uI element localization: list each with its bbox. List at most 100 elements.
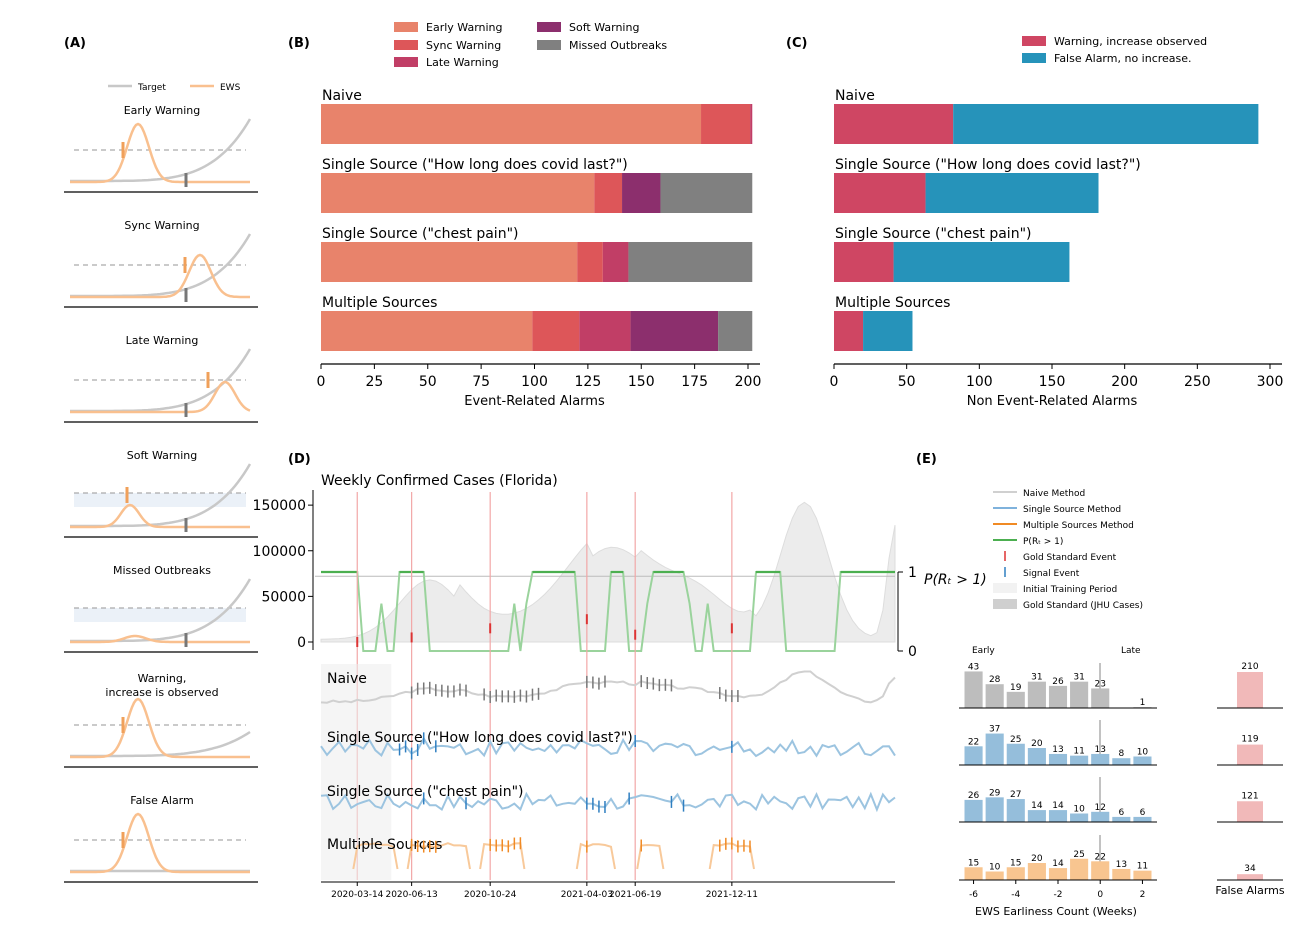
row-label: Multiple Sources (327, 837, 442, 853)
row-label: Single Source ("chest pain") (327, 784, 523, 800)
legend-swatch (537, 22, 561, 32)
bar-value-label: 10 (1137, 748, 1149, 758)
bar-segment (834, 104, 954, 144)
date-tick-label: 2020-10-24 (464, 890, 517, 900)
legend-label: Soft Warning (569, 21, 639, 34)
false-alarm-bar (1237, 801, 1263, 822)
bar-value-label: 11 (1073, 747, 1084, 757)
multi-source-segment (406, 842, 471, 870)
bar-value-label: 15 (1010, 858, 1021, 868)
category-label: Naive (322, 88, 362, 104)
false-alarms-label: False Alarms (1215, 884, 1284, 897)
earliness-bar (1070, 858, 1089, 880)
x-tick-label: -4 (1011, 890, 1020, 900)
bar-value-label: 19 (1010, 683, 1022, 693)
bar-value-label: 27 (1010, 790, 1021, 800)
bar-value-label: 20 (1031, 854, 1043, 864)
earliness-bar (964, 867, 983, 880)
bar-value-label: 13 (1094, 745, 1105, 755)
ews-curve (70, 697, 250, 759)
category-label: Single Source ("chest pain") (322, 226, 518, 242)
bar-segment (579, 311, 631, 351)
bar-value-label: 28 (989, 675, 1001, 685)
earliness-bar (1048, 810, 1068, 822)
bar-value-label: 14 (1031, 801, 1043, 811)
x-tick-label: 0 (1097, 890, 1103, 900)
legend-label: Late Warning (426, 56, 499, 69)
bar-segment (630, 311, 719, 351)
bar-value-label: 12 (1094, 803, 1105, 813)
legend-label: Multiple Sources Method (1023, 521, 1134, 531)
x-tick-label: 50 (898, 374, 916, 390)
earliness-bar (1112, 868, 1131, 880)
panel-letter-d: (D) (288, 452, 311, 467)
bar-segment (660, 173, 753, 213)
earliness-bar (964, 671, 983, 708)
bar-value-label: 20 (1031, 739, 1043, 749)
earliness-bar (1133, 816, 1152, 822)
y-tick-label: 0 (297, 635, 306, 651)
legend-label: Sync Warning (426, 39, 501, 52)
scenario-missed: Missed Outbreaks (64, 564, 258, 653)
earliness-bar (985, 871, 1004, 880)
bar-segment (628, 242, 753, 282)
panel-b-event-alarms: Naive Single Source ("How long does covid… (317, 21, 762, 409)
legend-label: False Alarm, no increase. (1054, 52, 1192, 65)
multi-source-segment (575, 842, 616, 870)
bar-value-label: 25 (1073, 850, 1084, 860)
gold-standard-area (320, 501, 896, 643)
bar-segment (594, 173, 623, 213)
bar-value-label: 26 (1052, 677, 1064, 687)
x-tick-label: 250 (1184, 374, 1211, 390)
bar-value-label: 10 (1073, 805, 1085, 815)
date-tick-label: 2021-04-03 (561, 890, 613, 900)
row-label: Single Source ("How long does covid last… (327, 730, 633, 746)
x-tick-label: 100 (966, 374, 993, 390)
earliness-bar (1027, 810, 1046, 822)
x-axis-label: EWS Earliness Count (Weeks) (975, 905, 1137, 918)
earliness-bar (1112, 816, 1131, 822)
bar-value-label: 22 (968, 737, 979, 747)
ews-curve (70, 503, 250, 529)
y-tick-label: 150000 (253, 498, 306, 514)
bar-value-label: 23 (1094, 679, 1105, 689)
legend-target-label: Target (137, 83, 166, 93)
bar-value-label: 6 (1140, 808, 1146, 818)
earliness-bar (985, 684, 1004, 708)
earliness-bar (1027, 681, 1046, 708)
earliness-bar (1133, 870, 1152, 880)
panel-d-timeseries: Weekly Confirmed Cases (Florida)05000010… (253, 473, 1143, 900)
x-axis-label: Non Event-Related Alarms (967, 394, 1138, 409)
earliness-bar (1048, 753, 1068, 765)
chart-title: Weekly Confirmed Cases (Florida) (321, 473, 558, 489)
panel-c-non-event-alarms: Naive Single Source ("How long does covid… (830, 35, 1284, 409)
date-tick-label: 2021-06-19 (609, 890, 662, 900)
legend-rect (993, 583, 1017, 593)
legend-label: Gold Standard (JHU Cases) (1023, 601, 1143, 611)
late-label: Late (1121, 646, 1141, 656)
earliness-bar (1091, 861, 1110, 880)
legend-label: Signal Event (1023, 569, 1080, 579)
bar-segment (622, 173, 661, 213)
bar-value-label: 37 (989, 725, 1000, 735)
earliness-bar (1006, 743, 1025, 765)
bar-value-label: 6 (1118, 808, 1124, 818)
legend-label: Gold Standard Event (1023, 553, 1117, 563)
x-tick-label: 2 (1140, 890, 1146, 900)
multi-source-segment (352, 842, 399, 870)
scenario-warn: Warning,increase is observed (64, 672, 258, 768)
panel-letter-e: (E) (916, 452, 937, 467)
x-tick-label: 100 (521, 374, 548, 390)
bar-segment (701, 104, 751, 144)
ews-curve (70, 122, 250, 184)
ews-curve (70, 812, 250, 874)
false-alarm-bar (1237, 874, 1263, 880)
panel-letter-b: (B) (288, 36, 310, 51)
date-tick-label: 2020-06-13 (385, 890, 437, 900)
x-tick-label: 75 (472, 374, 490, 390)
bar-value-label: 25 (1010, 735, 1021, 745)
bar-value-label: 11 (1137, 862, 1148, 872)
bar-segment (321, 242, 578, 282)
row-label: Naive (327, 671, 367, 687)
